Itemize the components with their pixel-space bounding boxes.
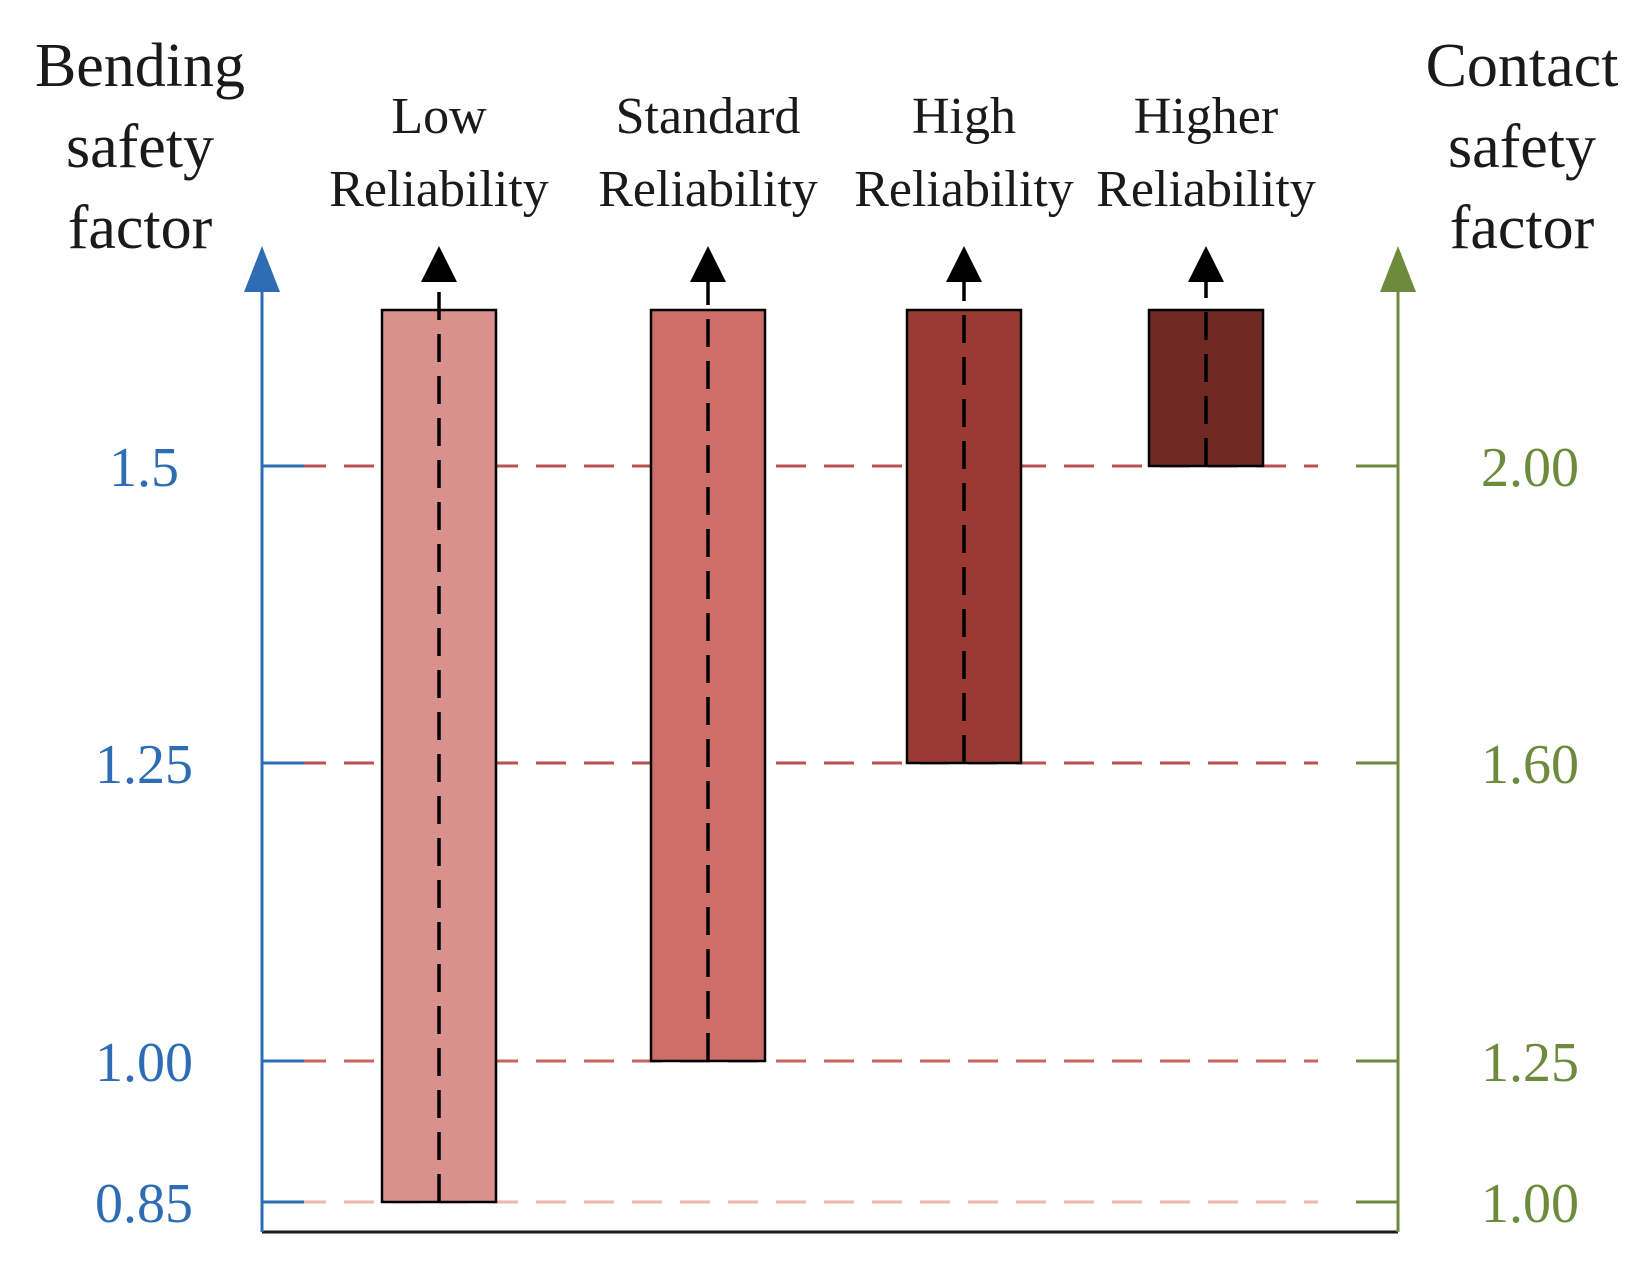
right-tick-label: 2.00	[1481, 437, 1579, 499]
left-axis-title: safety	[66, 113, 214, 181]
left-axis-title: factor	[68, 194, 213, 262]
axes	[244, 246, 1416, 1234]
left-tick-label: 1.5	[109, 437, 179, 499]
category-label: High	[912, 88, 1016, 145]
bar	[649, 308, 767, 1063]
right-axis-title: Contact	[1426, 32, 1619, 100]
bar-arrow-head	[1188, 246, 1224, 282]
category-label: Reliability	[598, 161, 818, 218]
left-axis-arrow	[244, 246, 280, 292]
category-label: Reliability	[329, 161, 549, 218]
category-label: Reliability	[1096, 161, 1316, 218]
right-axis-arrow	[1380, 246, 1416, 292]
bars	[380, 246, 1265, 1204]
category-label: Higher	[1134, 88, 1278, 145]
category-label: Standard	[616, 88, 801, 145]
right-tick-label: 1.60	[1481, 734, 1579, 796]
category-label: Reliability	[854, 161, 1074, 218]
bar-arrow-head	[946, 246, 982, 282]
right-axis-title: safety	[1448, 113, 1596, 181]
labels: Low Reliability Standard Reliability High Rel…	[35, 32, 1618, 1235]
right-axis-title: factor	[1450, 194, 1595, 262]
left-axis-title: Bending	[35, 32, 245, 100]
right-tick-label: 1.25	[1481, 1032, 1579, 1094]
right-tick-label: 1.00	[1481, 1173, 1579, 1235]
category-label: Low	[391, 88, 487, 145]
bar-arrow-head	[690, 246, 726, 282]
left-tick-label: 0.85	[95, 1173, 193, 1235]
left-tick-label: 1.25	[95, 734, 193, 796]
bar-arrow-head	[421, 246, 457, 282]
left-tick-label: 1.00	[95, 1032, 193, 1094]
